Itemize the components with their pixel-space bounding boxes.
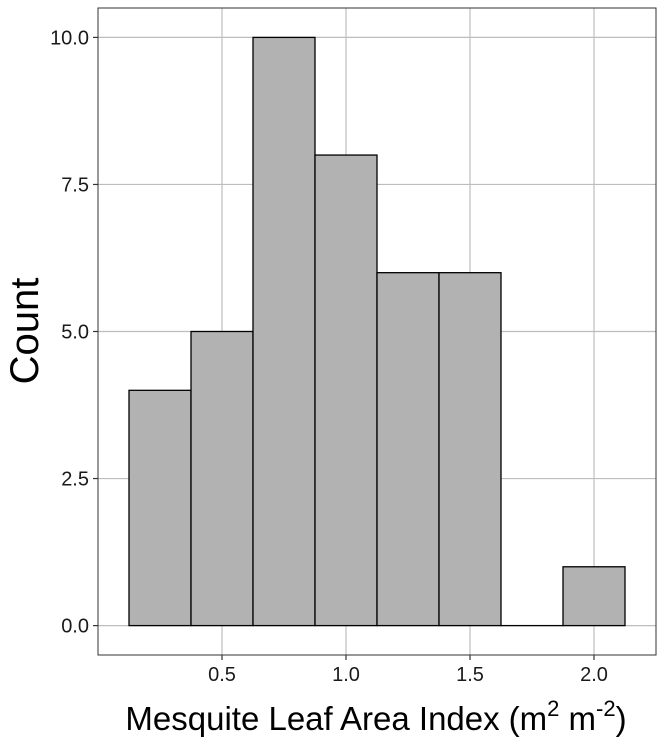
histogram-bar-3 xyxy=(315,155,377,626)
x-axis-ticks: 0.5 1.0 1.5 2.0 xyxy=(208,655,608,686)
x-tick-label: 1.5 xyxy=(456,664,484,686)
y-tick-label: 5.0 xyxy=(61,322,89,344)
x-tick-label: 1.0 xyxy=(332,664,360,686)
x-tick-label: 2.0 xyxy=(580,664,608,686)
histogram-bar-2 xyxy=(253,37,315,625)
x-axis-title-main: Mesquite Leaf Area Index xyxy=(125,700,500,737)
y-tick-label: 0.0 xyxy=(61,616,89,638)
y-axis-title: Count xyxy=(3,278,47,385)
y-tick-label: 10.0 xyxy=(50,27,89,49)
x-axis-title-unit-exp2: -2 xyxy=(596,696,616,721)
x-axis-title-unit-open: (m xyxy=(509,700,547,737)
y-tick-label: 7.5 xyxy=(61,174,89,196)
histogram-bar-5 xyxy=(439,273,501,626)
x-axis-title-unit-exp1: 2 xyxy=(547,696,559,721)
y-tick-label: 2.5 xyxy=(61,469,89,491)
histogram-bar-1 xyxy=(191,332,253,626)
y-axis-ticks: 0.0 2.5 5.0 7.5 10.0 xyxy=(50,27,98,637)
x-tick-label: 0.5 xyxy=(208,664,236,686)
histogram-bar-4 xyxy=(377,273,439,626)
histogram-bar-0 xyxy=(129,390,191,625)
histogram-bar-7 xyxy=(563,567,625,626)
x-axis-title-unit-mid: m xyxy=(559,700,596,737)
x-axis-title-unit-close: ) xyxy=(616,700,627,737)
x-axis-title: Mesquite Leaf Area Index (m2 m-2) xyxy=(125,696,626,737)
